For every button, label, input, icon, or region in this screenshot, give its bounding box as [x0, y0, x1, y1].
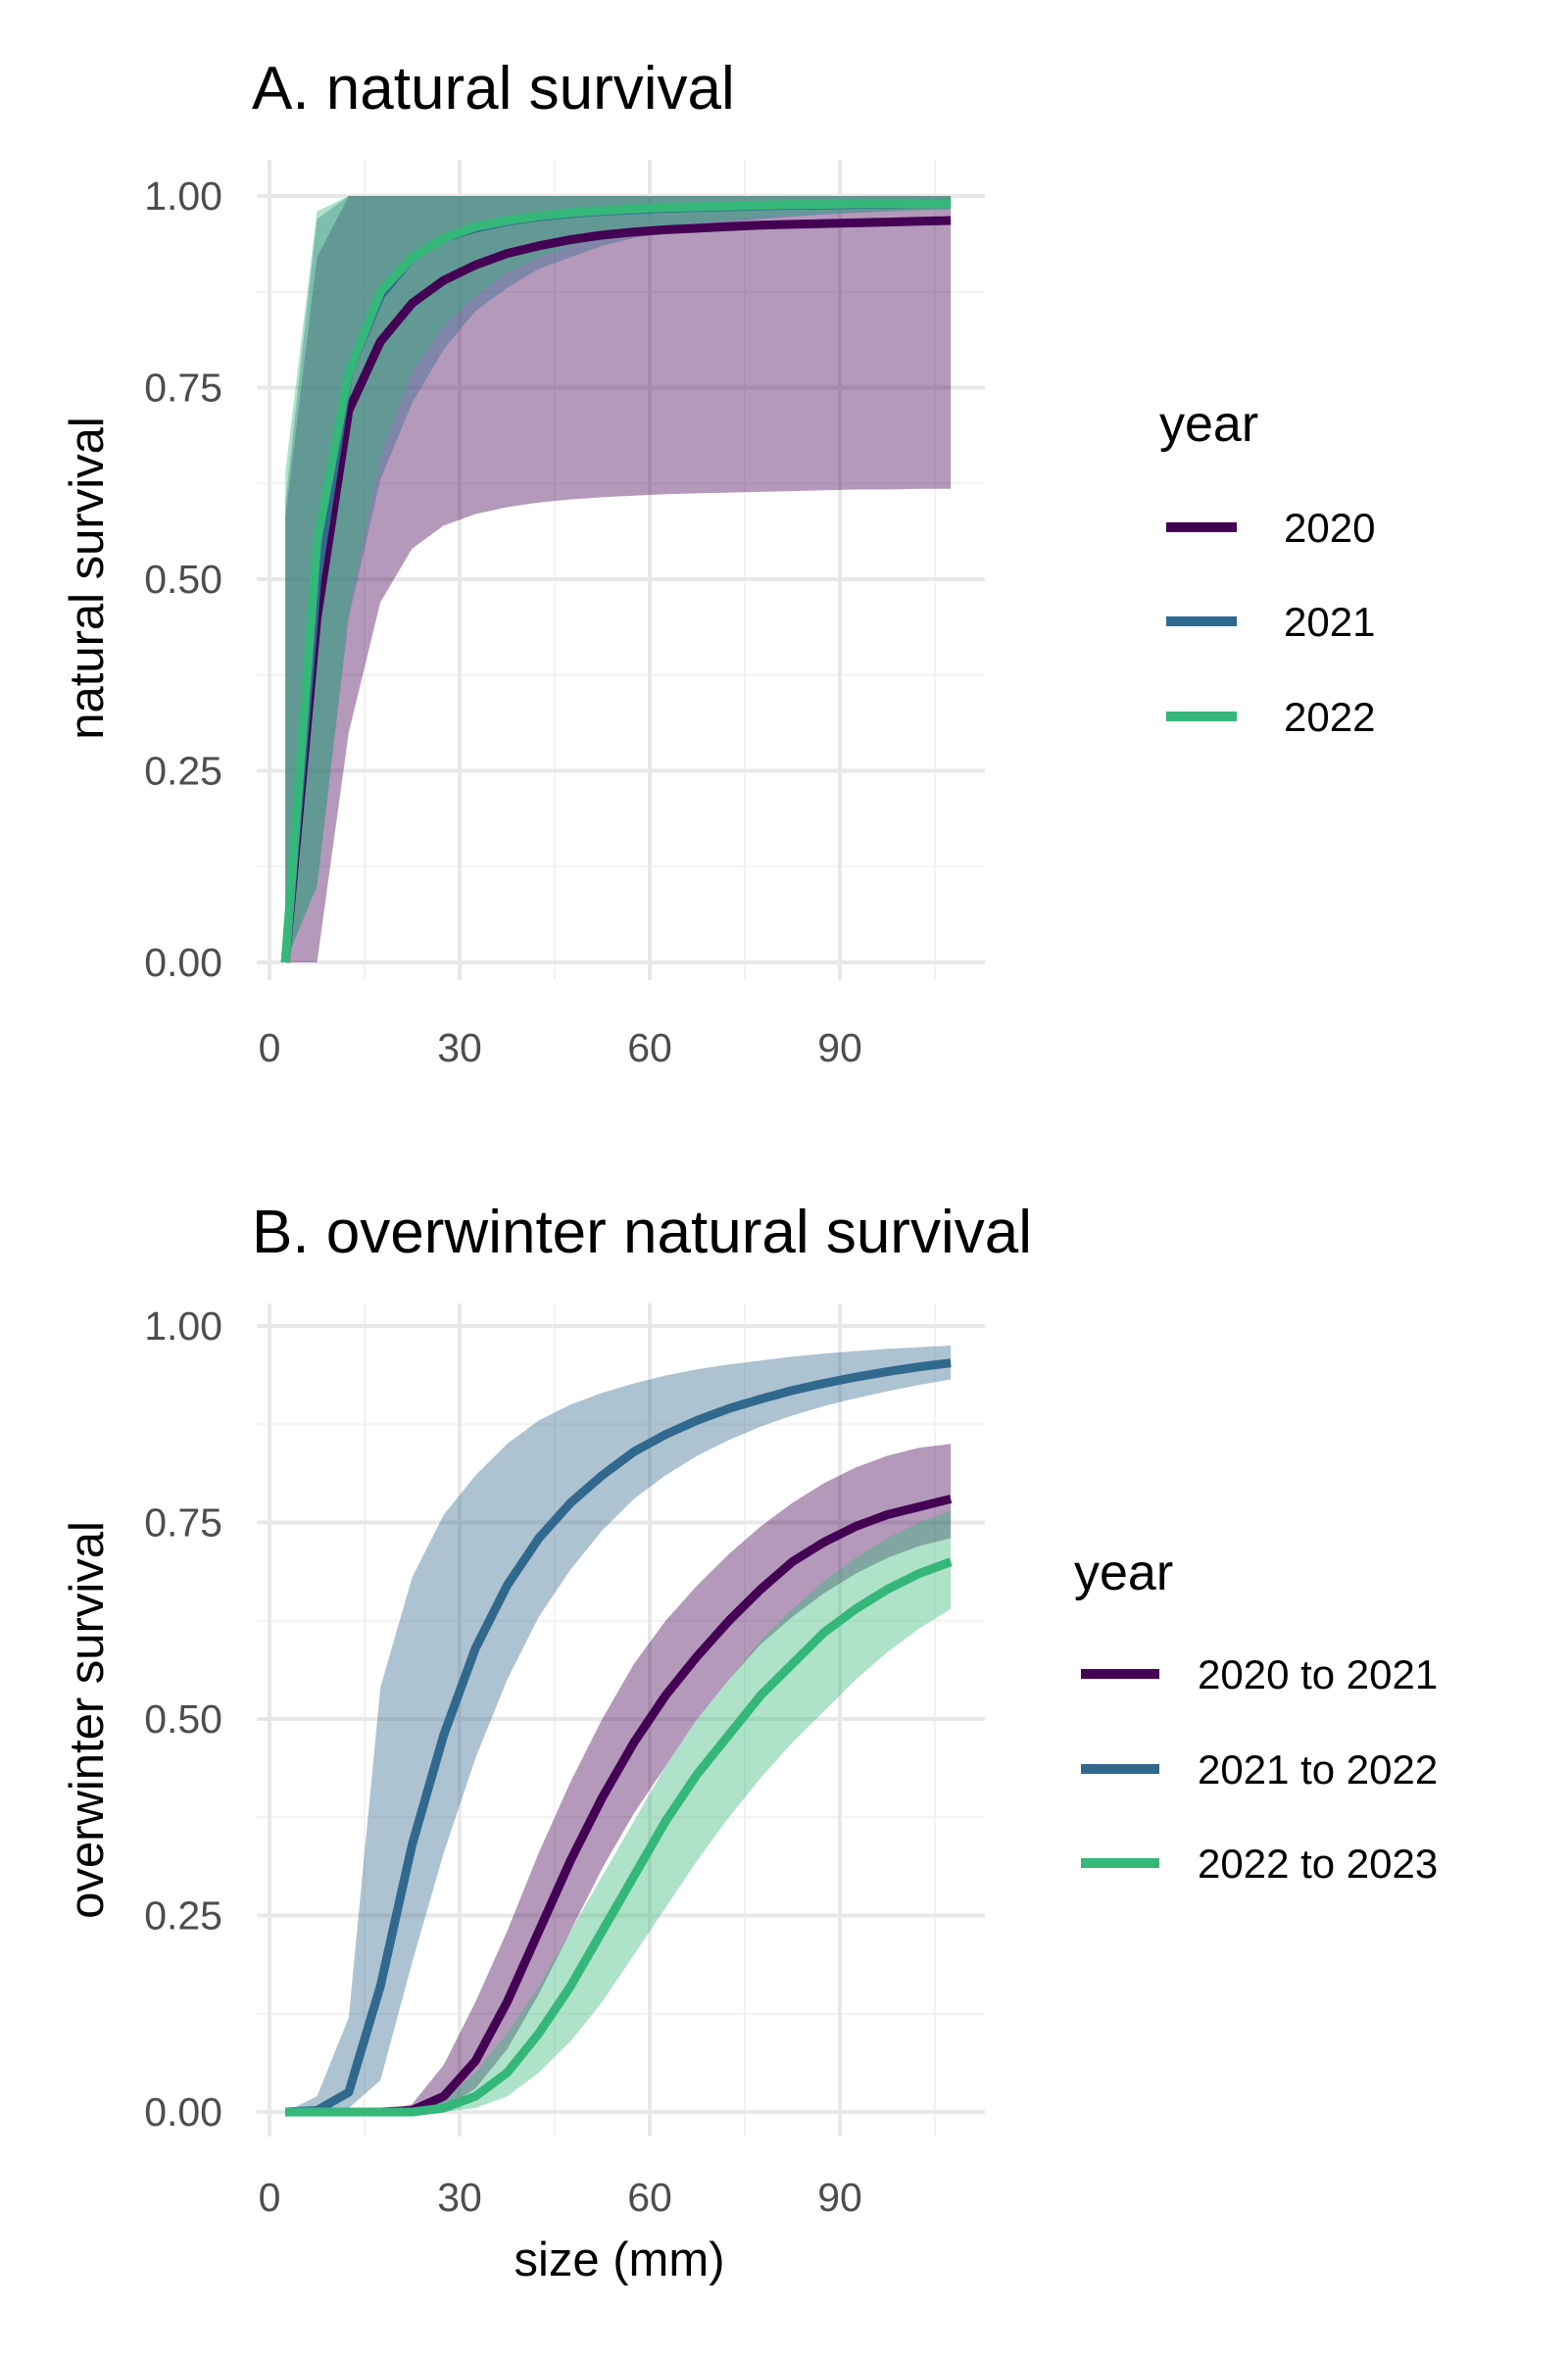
legend-label-2022-to-2023: 2022 to 2023: [1198, 1841, 1438, 1887]
panel-b-y-tick-labels: 0.00 0.25 0.50 0.75 1.00: [144, 1303, 222, 2135]
panel-a-ribbons: [285, 196, 952, 962]
x-tick-label: 90: [817, 1025, 862, 1070]
panel-a-x-tick-labels: 0 30 60 90: [259, 1025, 862, 1070]
panel-b-x-tick-labels: 0 30 60 90: [259, 2175, 862, 2220]
panel-b-title: B. overwinter natural survival: [252, 1199, 1032, 1266]
y-tick-label: 0.25: [144, 749, 222, 794]
panel-b-gridlines: [257, 1303, 985, 2136]
ribbon-2022: [285, 196, 952, 962]
y-tick-label: 0.75: [144, 1500, 222, 1546]
panel-b-x-axis-title: size (mm): [514, 2234, 724, 2286]
series-line-2022: [280, 199, 952, 963]
x-tick-label: 30: [437, 2175, 482, 2220]
y-tick-label: 0.00: [144, 2089, 222, 2135]
y-tick-label: 0.50: [144, 557, 222, 602]
panel-b-lines: [284, 1358, 953, 2117]
series-line-2021-to-2022: [284, 1358, 952, 2117]
legend-label-2022: 2022: [1284, 694, 1375, 740]
legend-label-2021-to-2022: 2021 to 2022: [1198, 1746, 1438, 1792]
panel-b-y-axis-title: overwinter survival: [61, 1521, 114, 1919]
series-line-2022-to-2023: [285, 1557, 953, 2117]
legend-title: year: [1159, 396, 1258, 453]
x-tick-label: 60: [627, 2175, 672, 2220]
x-tick-label: 60: [627, 1025, 672, 1070]
x-tick-label: 0: [259, 1025, 281, 1070]
y-tick-label: 1.00: [144, 1303, 222, 1349]
panel-a-y-tick-labels: 0.00 0.25 0.50 0.75 1.00: [144, 173, 222, 985]
panel-a-legend: year 2020 2021 2022: [1159, 396, 1375, 740]
panel-b-legend: year 2020 to 2021 2021 to 2022 2022 to 2…: [1074, 1545, 1438, 1887]
y-tick-label: 0.25: [144, 1893, 222, 1939]
panel-a-y-axis-title: natural survival: [61, 417, 114, 740]
series-line-2020: [280, 216, 952, 963]
panel-a-gridlines: [257, 160, 985, 980]
x-tick-label: 0: [259, 2175, 281, 2220]
x-tick-label: 30: [437, 1025, 482, 1070]
y-tick-label: 1.00: [144, 173, 222, 219]
legend-title: year: [1074, 1545, 1173, 1601]
legend-label-2020: 2020: [1284, 505, 1375, 551]
y-tick-label: 0.00: [144, 940, 222, 985]
ribbon-2021: [285, 196, 952, 962]
panel-a: A. natural survival 0.00 0.25 0.50 0.75 …: [61, 55, 1375, 1070]
ribbon-2020: [285, 196, 952, 962]
panel-a-title: A. natural survival: [252, 55, 735, 123]
y-tick-label: 0.50: [144, 1696, 222, 1742]
panel-a-lines: [280, 199, 952, 963]
legend-label-2021: 2021: [1284, 599, 1375, 645]
ribbon-2022-to-2023: [285, 1510, 952, 2112]
legend-label-2020-to-2021: 2020 to 2021: [1198, 1651, 1438, 1697]
panel-b: B. overwinter natural survival 0.00 0.25…: [61, 1199, 1438, 2286]
y-tick-label: 0.75: [144, 366, 222, 411]
ribbon-2021-to-2022: [285, 1346, 952, 2112]
x-tick-label: 90: [817, 2175, 862, 2220]
